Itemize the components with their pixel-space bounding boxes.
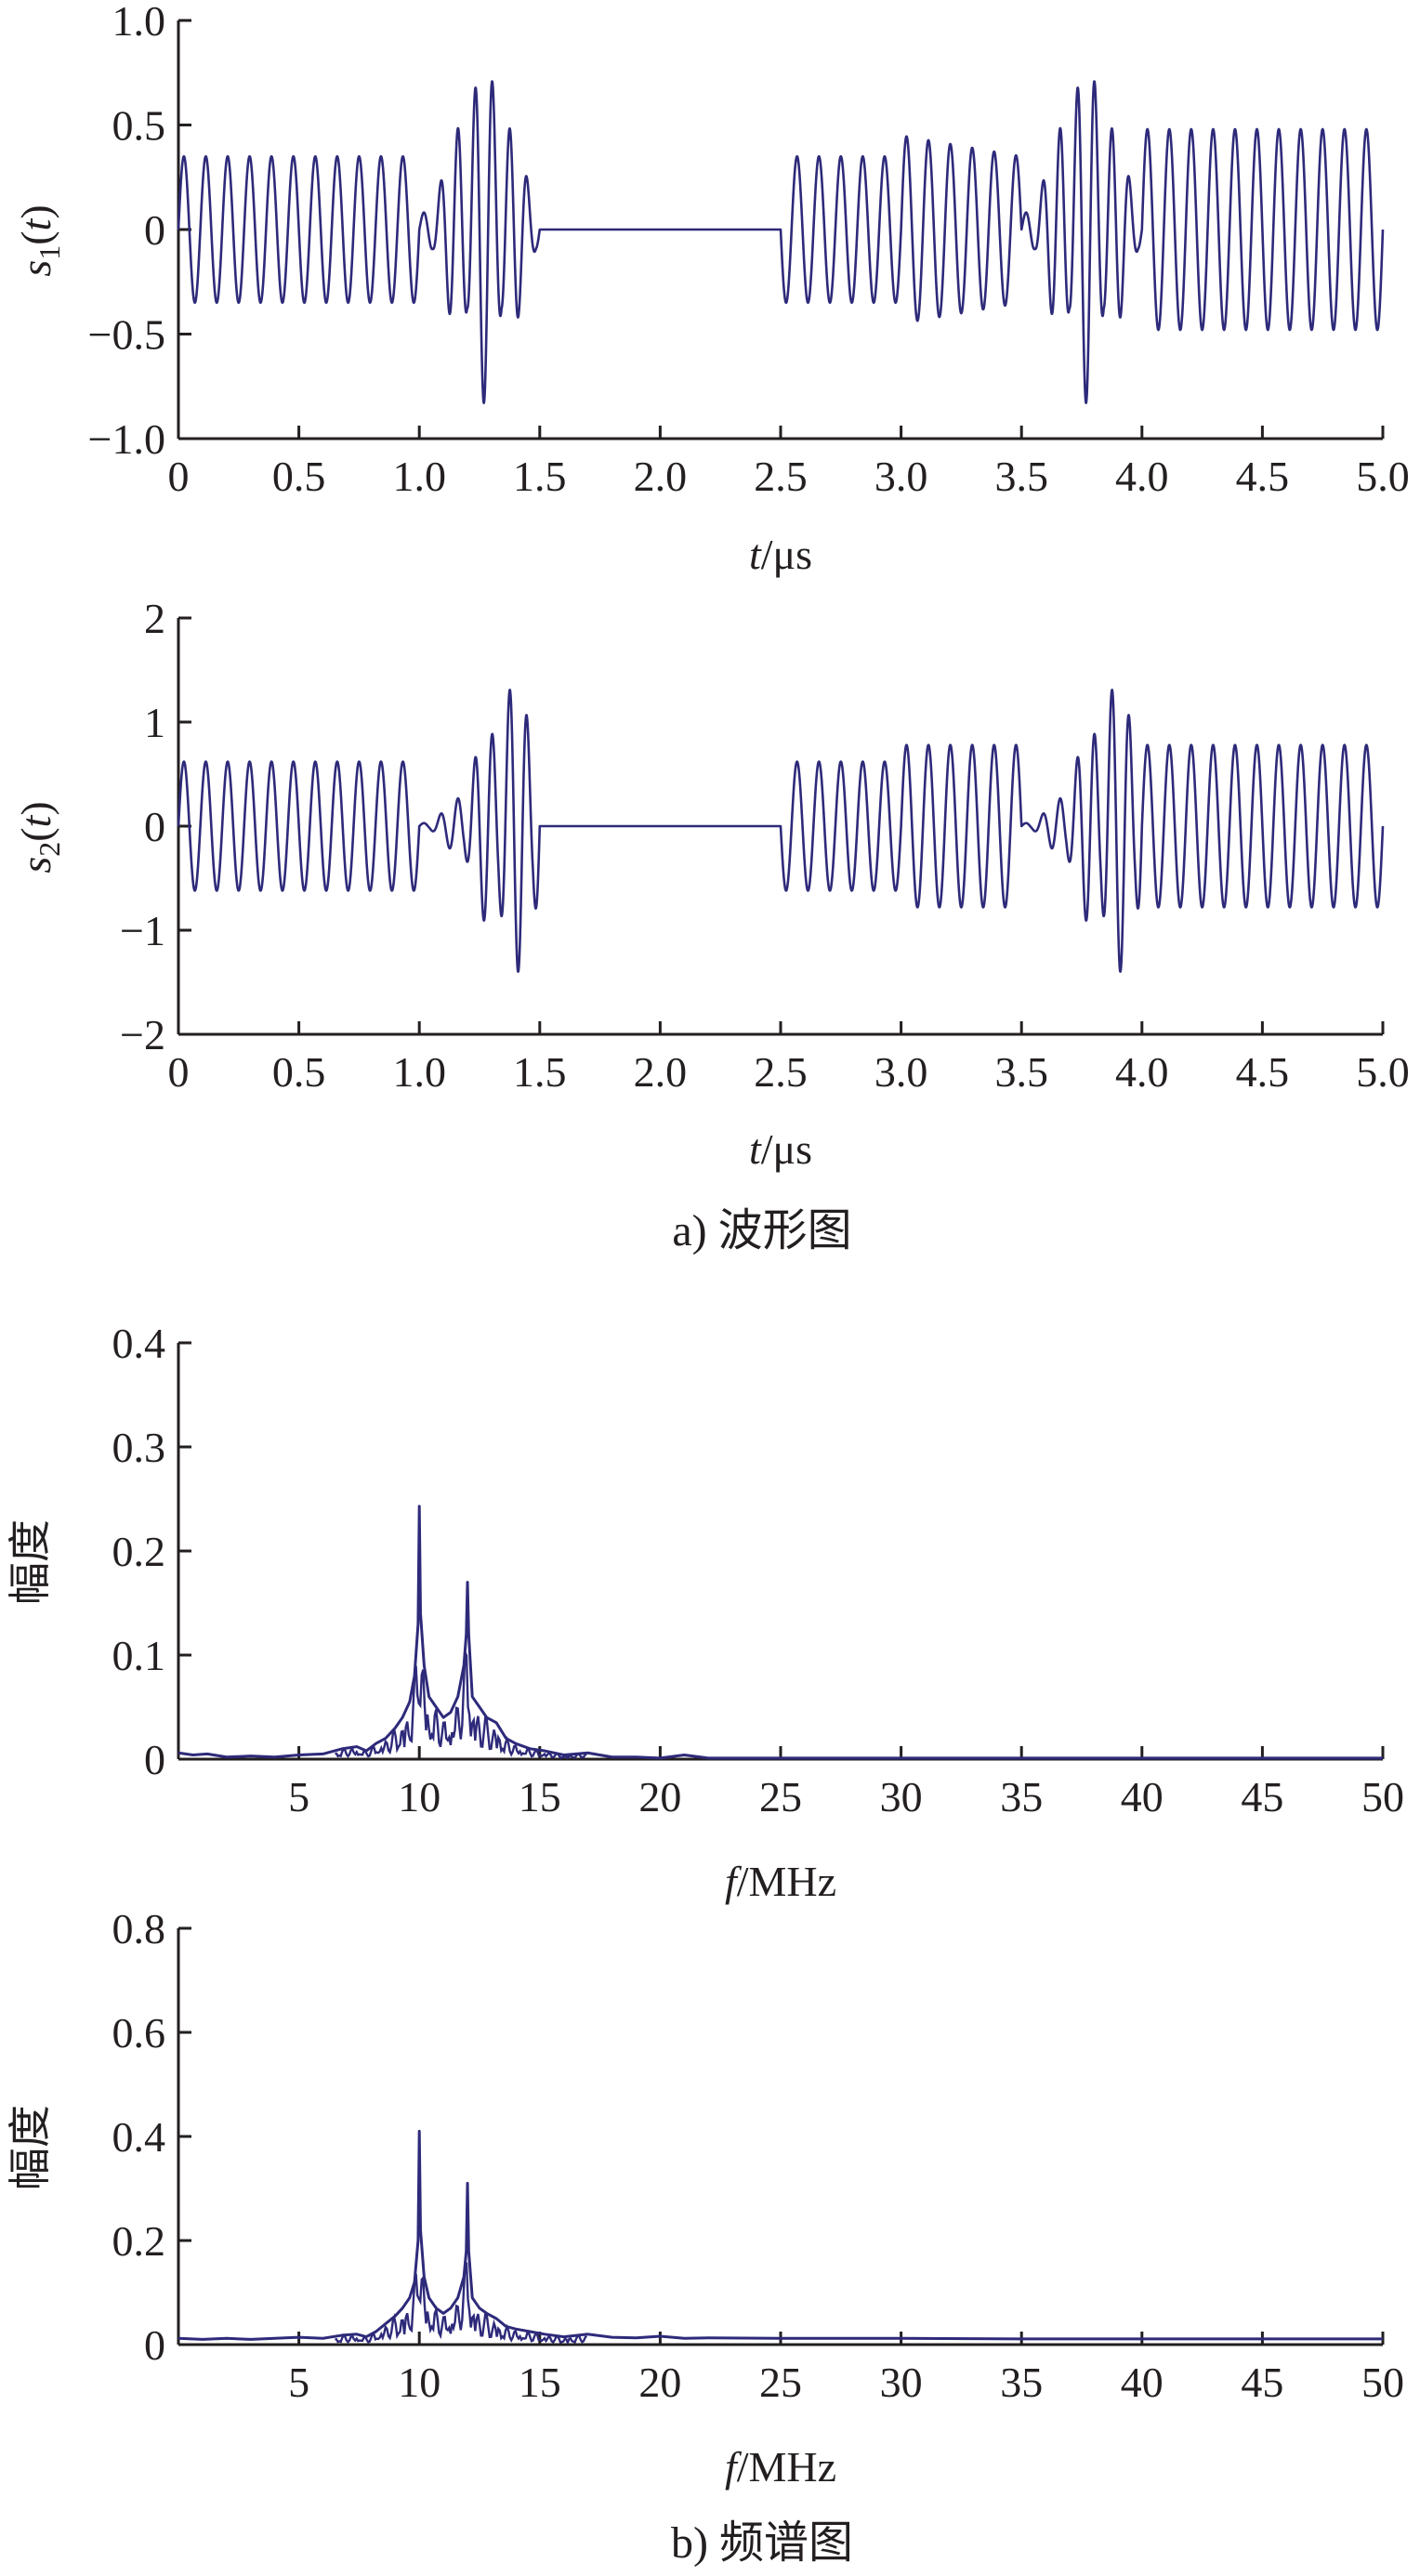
x-tick-label: 35 (1000, 1773, 1043, 1820)
x-tick-label: 45 (1241, 2359, 1283, 2406)
y-axis-label: s1(t) (12, 204, 66, 276)
x-tick-label: 40 (1121, 1773, 1164, 1820)
x-tick-label: 3.5 (994, 1048, 1048, 1096)
y-tick-label: 0 (144, 1736, 165, 1783)
x-tick-label: 5.0 (1356, 453, 1410, 500)
x-tick-label: 1.5 (513, 453, 567, 500)
x-tick-label: 50 (1361, 1773, 1404, 1820)
x-tick-label: 0 (168, 1048, 190, 1096)
y-tick-label: 0.5 (112, 102, 166, 150)
spectrum-noise (335, 2262, 587, 2346)
waveform-line (177, 689, 1385, 973)
y-tick-label: 1.0 (112, 0, 166, 45)
chart-3: 5 10 15 20 25 30 35 40 45 50 0 0.1 0.2 0.3 0.4 f/MHz 幅度 (7, 1320, 1404, 1905)
y-tick-label: 2 (144, 595, 165, 642)
y-tick-label: 1 (144, 699, 165, 746)
chart-1: 0 0.5 1.0 1.5 2.0 2.5 3.0 3.5 4.0 4.5 5.0 −1.0 −0.5 0… (12, 0, 1410, 578)
waveform-line (177, 80, 1385, 404)
x-tick-label: 40 (1121, 2359, 1164, 2406)
x-axis-label: t/μs (749, 531, 812, 578)
x-tick-label: 10 (398, 2359, 440, 2406)
x-tick-label: 2.0 (634, 1048, 688, 1096)
x-tick-label: 20 (638, 2359, 681, 2406)
x-tick-label: 0.5 (272, 453, 326, 500)
y-tick-label: −2 (120, 1011, 165, 1058)
x-tick-label: 45 (1241, 1773, 1283, 1820)
x-tick-label: 30 (880, 2359, 923, 2406)
spectrum-line (178, 2129, 1383, 2341)
x-tick-label: 4.5 (1236, 1048, 1290, 1096)
y-tick-label: 0 (144, 206, 165, 254)
y-axis-label: 幅度 (7, 1519, 54, 1605)
x-tick-label: 25 (759, 1773, 802, 1820)
x-tick-label: 35 (1000, 2359, 1043, 2406)
x-axis-label: t/μs (749, 1125, 812, 1173)
x-tick-label: 1.5 (513, 1048, 567, 1096)
y-tick-label: 0.3 (112, 1424, 166, 1471)
chart-4: 5 10 15 20 25 30 35 40 45 50 0 0.2 0.4 0.6 0.8 f/MHz 幅度 (7, 1905, 1404, 2491)
x-tick-label: 1.0 (392, 1048, 446, 1096)
y-tick-label: 0.4 (112, 1320, 166, 1367)
y-axis-label: 幅度 (7, 2105, 54, 2190)
x-tick-label: 5 (288, 2359, 309, 2406)
x-tick-label: 3.5 (994, 453, 1048, 500)
x-tick-label: 2.5 (754, 453, 808, 500)
chart-2: 0 0.5 1.0 1.5 2.0 2.5 3.0 3.5 4.0 4.5 5.0 −2 −1 0 1 2 t/… (12, 595, 1410, 1173)
x-axis-label: f/MHz (725, 2443, 836, 2491)
x-tick-label: 15 (519, 1773, 561, 1820)
caption-a: a) 波形图 (672, 1206, 851, 1255)
x-tick-label: 0 (168, 453, 190, 500)
y-tick-label: −1.0 (88, 415, 165, 463)
x-axis-label: f/MHz (725, 1858, 836, 1905)
y-axis-label: s2(t) (12, 801, 66, 873)
y-tick-label: 0.4 (112, 2113, 166, 2161)
x-tick-label: 30 (880, 1773, 923, 1820)
x-tick-label: 20 (638, 1773, 681, 1820)
y-tick-label: −1 (120, 907, 165, 954)
y-tick-label: 0.2 (112, 2217, 166, 2265)
x-tick-label: 10 (398, 1773, 440, 1820)
y-tick-label: 0.2 (112, 1528, 166, 1575)
y-tick-label: 0.8 (112, 1905, 166, 1952)
x-tick-label: 5 (288, 1773, 309, 1820)
x-tick-label: 5.0 (1356, 1048, 1410, 1096)
x-tick-label: 1.0 (392, 453, 446, 500)
y-tick-label: 0.6 (112, 2009, 166, 2057)
x-tick-label: 4.0 (1115, 453, 1169, 500)
spectrum-line (178, 1505, 1383, 1760)
x-tick-label: 2.0 (634, 453, 688, 500)
x-tick-label: 4.0 (1115, 1048, 1169, 1096)
x-tick-label: 25 (759, 2359, 802, 2406)
x-tick-label: 15 (519, 2359, 561, 2406)
caption-b: b) 频谱图 (671, 2518, 853, 2568)
y-tick-label: 0 (144, 2321, 165, 2369)
x-tick-label: 50 (1361, 2359, 1404, 2406)
y-tick-label: −0.5 (88, 311, 165, 359)
y-tick-label: 0.1 (112, 1632, 166, 1679)
x-tick-label: 0.5 (272, 1048, 326, 1096)
spectrum-noise (335, 1651, 587, 1760)
x-tick-label: 2.5 (754, 1048, 808, 1096)
x-tick-label: 3.0 (874, 453, 928, 500)
x-tick-label: 3.0 (874, 1048, 928, 1096)
x-tick-label: 4.5 (1236, 453, 1290, 500)
y-tick-label: 0 (144, 803, 165, 850)
